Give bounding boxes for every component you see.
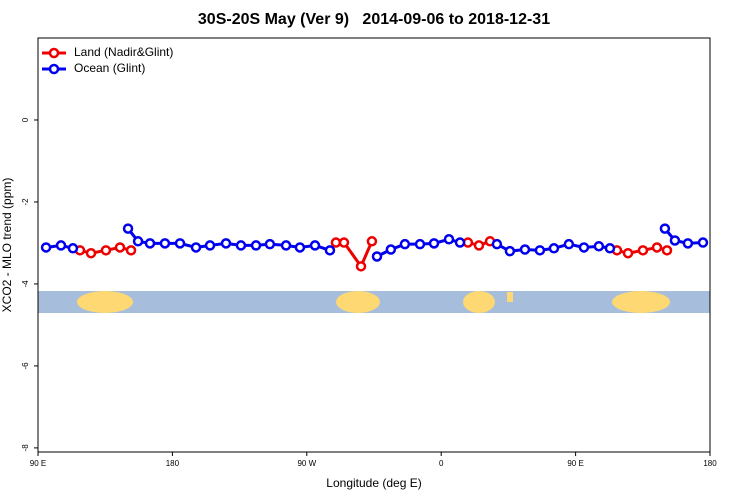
x-tick-label: 90 W xyxy=(297,459,316,468)
data-point xyxy=(355,261,367,272)
data-point xyxy=(651,242,663,253)
data-point xyxy=(399,238,411,250)
data-point xyxy=(114,242,126,253)
x-axis-label: Longitude (deg E) xyxy=(326,476,421,490)
y-axis-label: XCO2 - MLO trend (ppm) xyxy=(0,178,14,313)
x-tick-label: 90 E xyxy=(567,459,583,468)
data-point xyxy=(338,237,350,248)
data-point xyxy=(100,245,112,256)
data-point xyxy=(491,238,503,250)
data-point xyxy=(366,236,378,247)
data-point xyxy=(454,237,466,248)
data-point xyxy=(578,242,590,253)
data-point xyxy=(40,242,52,253)
land-shape xyxy=(612,291,670,313)
land-shape xyxy=(463,291,495,313)
data-point xyxy=(534,245,546,256)
legend-label: Ocean (Glint) xyxy=(74,61,145,75)
x-tick-label: 0 xyxy=(439,459,444,468)
data-point xyxy=(204,240,216,251)
data-point xyxy=(661,245,673,256)
data-point xyxy=(220,238,232,249)
land-shape xyxy=(77,291,133,313)
map-strip xyxy=(38,291,710,313)
chart-title: 30S-20S May (Ver 9) 2014-09-06 to 2018-1… xyxy=(198,11,550,28)
data-point xyxy=(190,242,202,253)
data-point xyxy=(174,238,186,249)
data-point xyxy=(669,235,681,246)
data-point xyxy=(264,238,276,250)
land-shape xyxy=(336,291,380,313)
y-tick-label: -8 xyxy=(21,444,30,452)
plot-frame xyxy=(37,37,711,453)
data-point xyxy=(330,237,342,248)
data-point xyxy=(132,236,144,247)
y-tick-label: -4 xyxy=(21,280,30,288)
data-point xyxy=(250,240,262,251)
data-point xyxy=(67,243,79,254)
data-point xyxy=(125,245,137,256)
data-point xyxy=(682,238,694,249)
data-point xyxy=(563,238,575,250)
data-point xyxy=(504,245,516,257)
data-point xyxy=(324,245,336,256)
data-point xyxy=(294,242,306,253)
land-shape xyxy=(507,292,513,302)
data-point xyxy=(159,238,171,249)
data-point xyxy=(280,240,292,251)
data-point xyxy=(443,234,455,245)
data-point xyxy=(637,245,649,256)
data-point xyxy=(144,238,156,249)
data-point xyxy=(235,240,247,251)
data-point xyxy=(414,238,426,250)
data-point xyxy=(371,251,383,262)
data-point xyxy=(85,247,97,259)
data-point xyxy=(548,243,560,254)
data-point xyxy=(519,244,531,255)
data-point xyxy=(55,240,67,251)
y-tick-label: 0 xyxy=(21,117,30,122)
legend-marker xyxy=(48,63,60,75)
x-tick-label: 180 xyxy=(703,459,717,468)
data-point xyxy=(659,223,671,234)
data-point xyxy=(604,243,616,254)
data-point xyxy=(309,240,321,251)
data-point xyxy=(473,240,485,251)
y-tick-label: -2 xyxy=(21,198,30,206)
legend-label: Land (Nadir&Glint) xyxy=(74,45,173,59)
data-point xyxy=(428,238,440,249)
legend-marker xyxy=(48,47,60,59)
data-point xyxy=(122,223,134,234)
data-point xyxy=(697,237,709,248)
data-point xyxy=(385,244,397,255)
data-point xyxy=(593,240,605,252)
x-tick-label: 180 xyxy=(166,459,180,468)
y-tick-label: -6 xyxy=(21,362,30,370)
x-tick-label: 90 E xyxy=(30,459,46,468)
data-point xyxy=(622,247,634,259)
